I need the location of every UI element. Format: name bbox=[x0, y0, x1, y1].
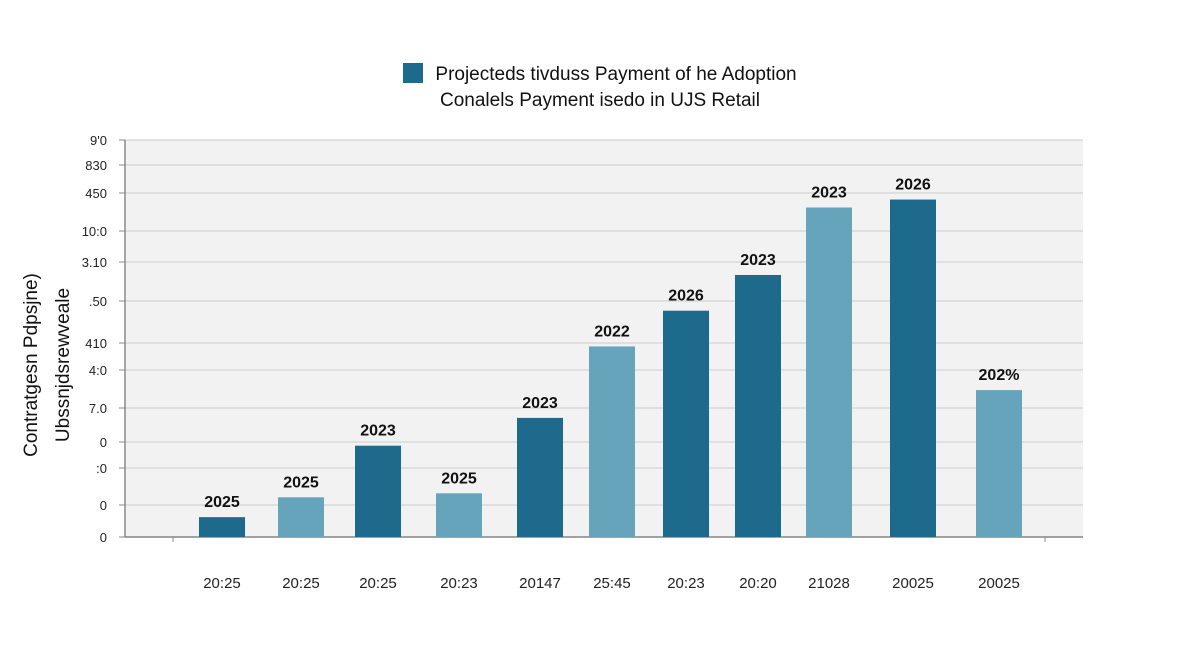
chart-legend: Projecteds tivduss Payment of he Adoptio… bbox=[0, 62, 1200, 114]
y-tick-label: 410 bbox=[85, 336, 107, 351]
x-tick-label: 20:25 bbox=[359, 575, 397, 592]
x-tick-label: 20025 bbox=[978, 575, 1020, 592]
y-tick-label: 3.10 bbox=[82, 255, 107, 270]
bar bbox=[735, 274, 781, 537]
y-axis-label-line2: Ubssnjdsrewveale bbox=[53, 287, 75, 443]
bar bbox=[517, 417, 563, 537]
y-tick-label: 7.0 bbox=[89, 401, 107, 416]
y-tick-label: 450 bbox=[85, 186, 107, 201]
bar bbox=[199, 517, 245, 537]
y-tick-label: 0 bbox=[100, 498, 107, 513]
data-label: 2026 bbox=[668, 288, 704, 305]
data-label: 202% bbox=[979, 367, 1020, 384]
y-tick-label: 0 bbox=[100, 435, 107, 450]
y-tick-label: 830 bbox=[85, 158, 107, 173]
x-tick-label: 20:23 bbox=[440, 575, 478, 592]
y-tick-label: .50 bbox=[89, 294, 107, 309]
x-tick-label: 20:25 bbox=[282, 575, 320, 592]
bar bbox=[355, 445, 401, 537]
y-tick-label: 10:0 bbox=[82, 224, 107, 239]
bar bbox=[278, 497, 324, 537]
data-label: 2023 bbox=[740, 252, 776, 269]
data-label: 2022 bbox=[594, 323, 630, 340]
x-tick-label: 20147 bbox=[519, 575, 561, 592]
data-label: 2026 bbox=[895, 177, 931, 194]
bar bbox=[890, 199, 936, 538]
chart-title-line2: Conalels Payment isedo in UJS Retail bbox=[440, 90, 760, 111]
bar bbox=[589, 346, 635, 537]
data-label: 2023 bbox=[522, 395, 558, 412]
bar bbox=[976, 390, 1022, 537]
data-label: 2025 bbox=[441, 470, 477, 487]
chart-title-line1: Projecteds tivduss Payment of he Adoptio… bbox=[435, 64, 797, 85]
x-tick-label: 21028 bbox=[808, 575, 850, 592]
y-tick-label: 0 bbox=[100, 530, 107, 545]
bar bbox=[663, 310, 709, 537]
data-label: 2025 bbox=[283, 474, 319, 491]
x-tick-label: 20:20 bbox=[739, 575, 777, 592]
y-axis-label-line1: Contratgesn Pdpsjne) bbox=[20, 273, 42, 457]
data-label: 2023 bbox=[811, 184, 847, 201]
bar bbox=[806, 207, 852, 538]
y-tick-label: 9'0 bbox=[90, 133, 107, 148]
data-label: 2023 bbox=[360, 423, 396, 440]
y-tick-label: 4:0 bbox=[89, 363, 107, 378]
legend-swatch bbox=[403, 63, 424, 83]
bar bbox=[436, 493, 482, 537]
x-tick-label: 20:25 bbox=[203, 575, 241, 592]
y-tick-label: :0 bbox=[96, 461, 107, 476]
data-label: 2025 bbox=[204, 494, 240, 511]
x-tick-label: 20025 bbox=[892, 575, 934, 592]
x-tick-label: 20:23 bbox=[667, 575, 705, 592]
x-tick-label: 25:45 bbox=[593, 575, 631, 592]
